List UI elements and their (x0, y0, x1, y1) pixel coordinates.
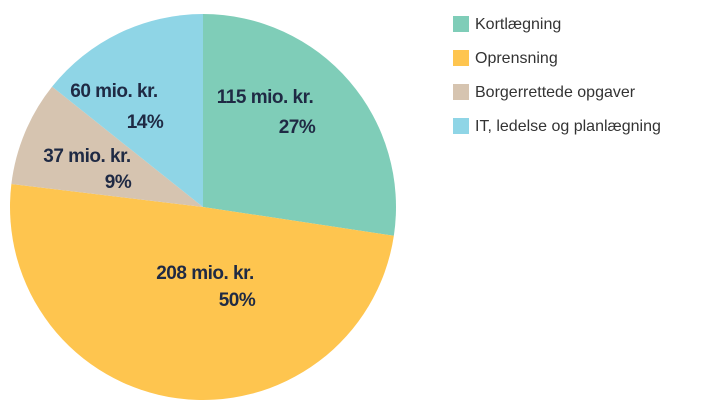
legend-label: Oprensning (475, 50, 558, 67)
value-label: 60 mio. kr. (70, 81, 157, 102)
pie-slice (9, 183, 394, 401)
pie-slice (203, 14, 397, 236)
legend-swatch (453, 16, 469, 32)
legend-swatch (453, 50, 469, 66)
pie-slice (11, 86, 204, 207)
percentage-label: 14% (127, 112, 164, 133)
value-label: 37 mio. kr. (43, 146, 130, 167)
percentage-label: 50% (219, 290, 256, 311)
value-label: 208 mio. kr. (156, 263, 254, 284)
legend-label: IT, ledelse og planlægning (475, 118, 661, 135)
percentage-label: 27% (279, 117, 316, 138)
legend-label: Borgerrettede opgaver (475, 84, 636, 101)
value-label: 115 mio. kr. (217, 87, 313, 108)
legend-label: Kortlægning (475, 16, 561, 33)
pie-slice (52, 14, 204, 207)
percentage-label: 9% (105, 172, 132, 193)
legend-swatch (453, 84, 469, 100)
legend-swatch (453, 118, 469, 134)
